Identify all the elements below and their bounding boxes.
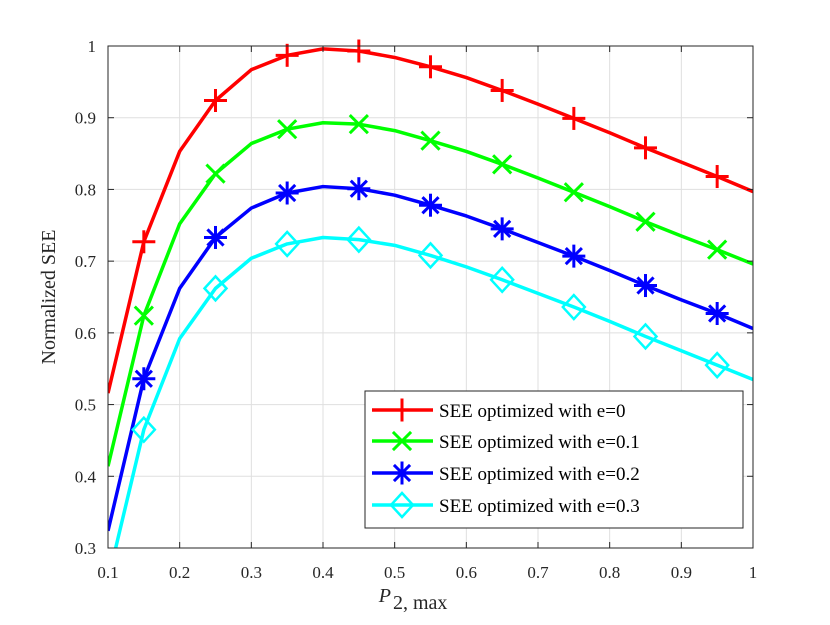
y-tick-label: 0.4 [75,467,97,486]
data-point-marker [205,163,226,184]
data-point-marker [419,193,442,217]
legend-label: SEE optimized with e=0.1 [439,432,640,453]
data-point-marker [419,55,442,79]
data-point-marker [417,241,444,270]
y-tick-label: 0.5 [75,396,96,415]
y-tick-label: 0.8 [75,180,96,199]
data-point-marker [562,244,586,268]
data-point-marker [704,351,730,379]
data-point-marker [204,89,227,113]
y-tick-label: 1 [88,37,97,56]
data-point-marker [275,43,299,67]
y-tick-label: 0.9 [75,109,96,128]
data-point-marker [347,39,371,63]
data-point-marker [202,274,229,303]
legend-marker [389,491,415,519]
x-axis-title-main: P [378,585,391,607]
x-axis-title: P 2, max [378,585,448,614]
x-tick-label: 0.8 [599,563,620,582]
marker-layer [131,39,730,444]
x-axis-title-subscript: 2, max [393,592,447,614]
data-point-marker [563,182,584,203]
data-point-marker [420,130,441,151]
plot-frame [107,45,754,549]
x-tick-label: 0.3 [241,563,262,582]
series-line-3 [113,235,753,548]
x-tick-label: 0.4 [312,563,334,582]
data-point-marker [275,181,299,205]
data-point-marker [562,106,586,130]
data-point-marker [132,230,156,254]
legend-label: SEE optimized with e=0 [439,401,625,422]
data-point-marker [705,165,729,189]
data-point-marker [634,136,657,160]
legend-marker [390,461,414,485]
data-point-marker [346,225,372,254]
legend-label: SEE optimized with e=0.2 [439,464,640,485]
data-point-marker [133,305,154,326]
y-tick-label: 0.7 [75,252,97,271]
data-point-marker [132,367,156,391]
data-point-marker [277,119,298,140]
x-tick-label: 0.7 [527,563,549,582]
legend-marker [391,430,413,452]
y-tick-label: 0.6 [75,324,96,343]
data-point-marker [348,114,369,135]
data-point-marker [490,78,514,102]
ticks: 0.1 0.2 0.3 0.4 0.5 0.6 0.7 0.8 0.9 1 0.3 0.4 0.5 0.6… [75,37,758,582]
x-tick-label: 0.2 [169,563,190,582]
data-point-marker [204,225,227,249]
data-point-marker [634,274,657,298]
data-point-marker [489,265,515,294]
legend-entry: SEE optimized with e=0.3 [372,491,640,519]
data-point-marker [347,177,371,201]
data-point-marker [707,239,728,260]
legend-label: SEE optimized with e=0.3 [439,496,640,517]
data-point-marker [632,322,659,351]
x-tick-label: 0.5 [384,563,405,582]
x-tick-label: 0.6 [456,563,477,582]
x-tick-label: 0.9 [671,563,692,582]
legend-entry: SEE optimized with e=0 [372,398,625,422]
legend-entry: SEE optimized with e=0.2 [372,461,640,485]
data-point-marker [561,293,587,321]
y-tick-label: 0.3 [75,539,96,558]
data-point-marker [274,230,300,258]
data-point-marker [705,301,729,325]
y-axis-title: Normalized SEE [38,230,60,365]
data-point-marker [131,415,157,444]
data-point-marker [635,211,656,232]
x-tick-label: 1 [749,563,758,582]
legend-marker [390,398,414,422]
x-tick-label: 0.1 [97,563,118,582]
data-point-marker [490,217,514,241]
legend-entry: SEE optimized with e=0.1 [372,430,640,453]
data-point-marker [492,154,513,175]
legend: SEE optimized with e=0 SEE optimized with… [364,390,744,529]
